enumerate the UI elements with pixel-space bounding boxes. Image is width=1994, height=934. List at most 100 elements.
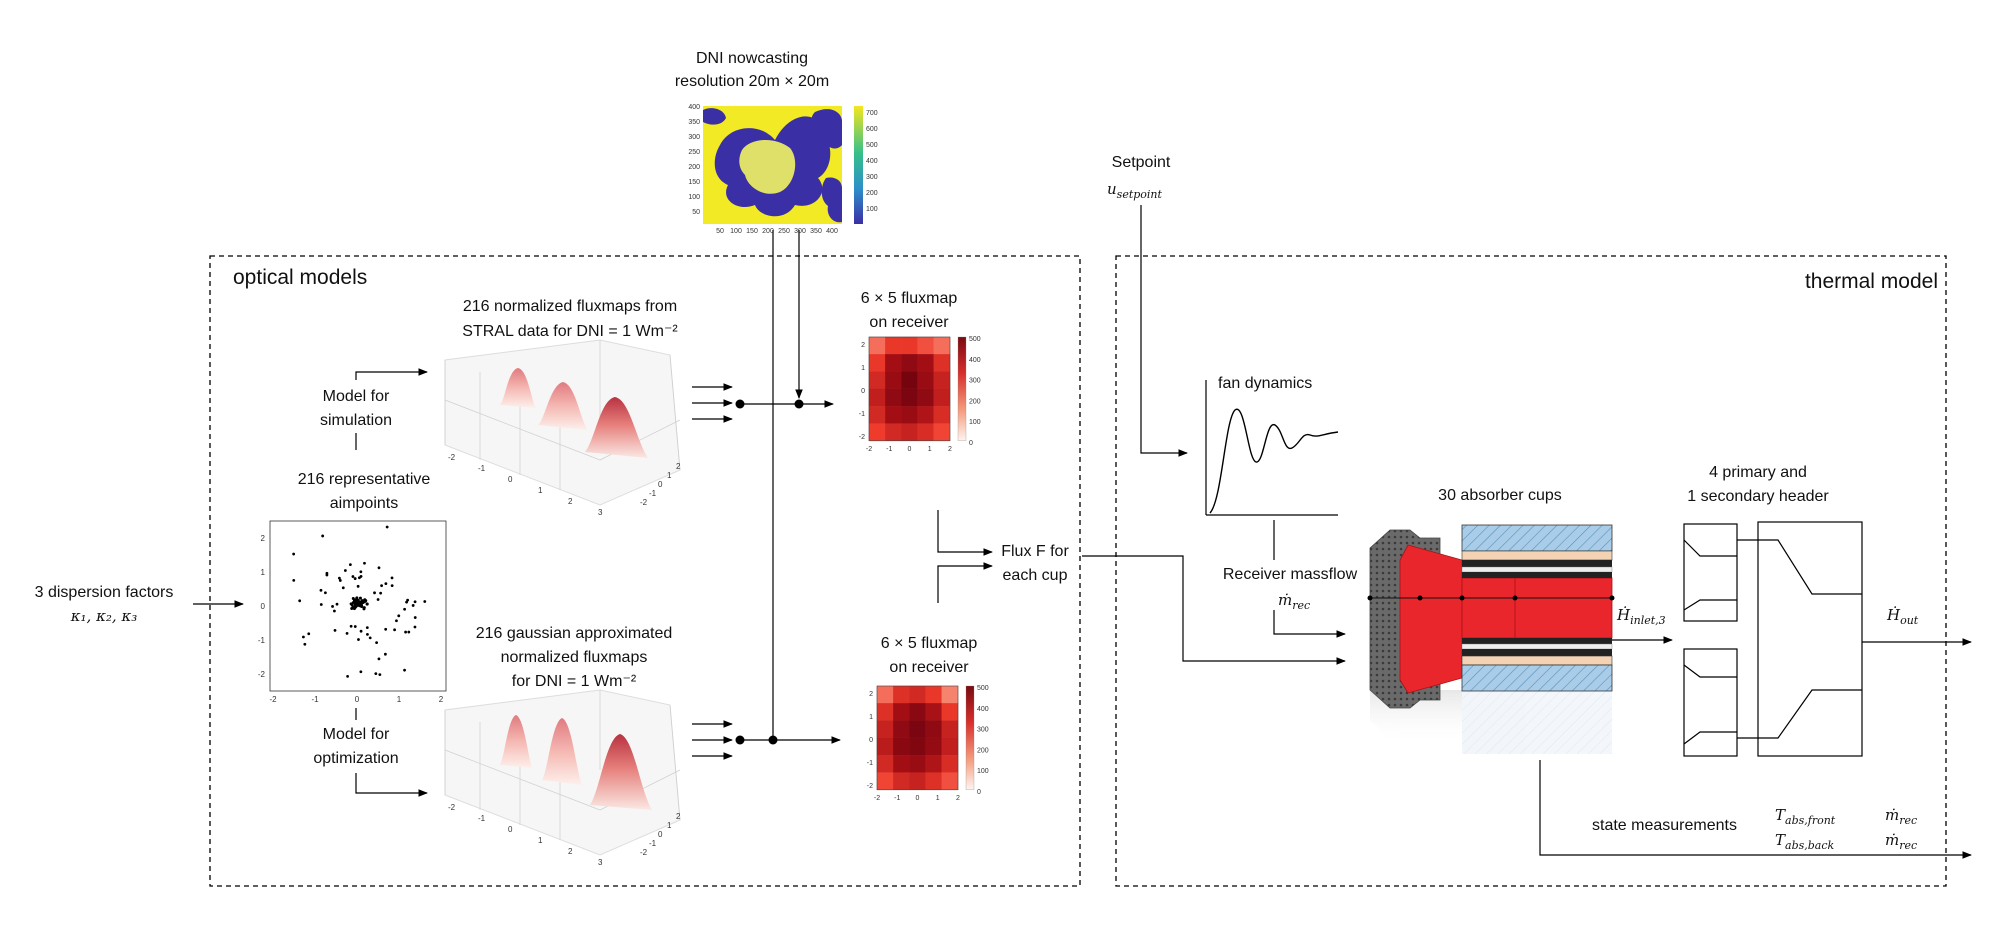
header-drawing bbox=[1683, 521, 1863, 757]
aimpoint bbox=[345, 631, 349, 635]
gauss-x-tick: 1 bbox=[538, 836, 543, 845]
fluxmap-cell bbox=[925, 720, 942, 739]
aimpoint bbox=[333, 609, 336, 613]
aimpoint bbox=[363, 561, 366, 565]
aimpoint bbox=[363, 598, 367, 602]
fluxmap-cbar-tick: 300 bbox=[969, 378, 981, 385]
dni-y-tick: 300 bbox=[688, 134, 700, 141]
fluxmap-y-tick: 2 bbox=[869, 691, 873, 698]
aimpoint bbox=[365, 602, 369, 606]
fluxmap-cell bbox=[925, 737, 942, 756]
aimpoint bbox=[333, 628, 337, 632]
flux-label-line1: Flux F for bbox=[1001, 543, 1069, 560]
scatter-y-tick: 0 bbox=[261, 602, 266, 611]
gauss-side-tick: 2 bbox=[676, 812, 681, 821]
h-out-label: Ḣout bbox=[1886, 606, 1919, 627]
fluxmap-cell bbox=[901, 388, 918, 407]
dni-x-tick: 350 bbox=[810, 228, 822, 235]
aimpoint bbox=[355, 600, 359, 604]
fluxmap-cell bbox=[933, 354, 951, 372]
stral-x-tick: -2 bbox=[448, 453, 456, 462]
fluxmap-cell bbox=[868, 423, 886, 441]
model-sim-line1: Model for bbox=[323, 388, 390, 405]
aimpoint bbox=[337, 576, 341, 580]
sim-arrow bbox=[355, 368, 428, 380]
aimpoint bbox=[385, 525, 389, 529]
dni-y-tick: 250 bbox=[688, 149, 700, 156]
fluxmap-cell bbox=[868, 336, 886, 355]
dni-cbar-tick: 700 bbox=[866, 110, 878, 117]
surface-peak-2 bbox=[538, 382, 588, 430]
stral-side-tick: 1 bbox=[667, 471, 672, 480]
fluxmap-cell bbox=[933, 371, 951, 390]
fluxmap-cell bbox=[917, 354, 934, 372]
fluxmap-cell bbox=[901, 336, 918, 355]
fluxmap-cell bbox=[901, 406, 918, 424]
aimpoint bbox=[373, 591, 376, 595]
dni-y-tick: 150 bbox=[688, 179, 700, 186]
gauss-x-tick: -1 bbox=[478, 814, 486, 823]
aimpoint bbox=[365, 626, 369, 630]
m-rec-1: ṁrec bbox=[1885, 806, 1917, 827]
massflow-line2: ṁrec bbox=[1278, 591, 1310, 612]
dni-x-tick: 200 bbox=[762, 228, 774, 235]
fluxmap-cell bbox=[933, 388, 951, 407]
fluxmap-cbar-tick: 100 bbox=[977, 768, 989, 775]
aimpoint bbox=[335, 602, 339, 606]
dni-colorbar bbox=[854, 106, 863, 224]
aimpoint bbox=[358, 601, 362, 605]
aimpoint bbox=[357, 576, 361, 580]
dni-x-tick: 150 bbox=[746, 228, 758, 235]
aimpoint bbox=[360, 604, 364, 608]
fluxmap-cell bbox=[941, 703, 959, 721]
aimpoint bbox=[346, 674, 349, 678]
fluxmap-x-tick: 2 bbox=[948, 446, 952, 453]
aimpoint bbox=[356, 584, 360, 588]
fluxmap-cell bbox=[933, 406, 951, 424]
stral-x-tick: 0 bbox=[508, 475, 513, 484]
gauss-x-tick: 2 bbox=[568, 847, 573, 856]
fluxmap-x-tick: -1 bbox=[894, 795, 900, 802]
fluxmap-y-tick: -1 bbox=[859, 411, 865, 418]
flux-label-line2: each cup bbox=[1003, 567, 1068, 584]
fluxmap-cell bbox=[901, 371, 918, 390]
scatter-y-tick: 1 bbox=[261, 568, 266, 577]
dni-map: 400 350 300 250 200 150 100 50 50 100 150 200 250 30… bbox=[688, 104, 877, 235]
absorber-cone bbox=[1399, 544, 1463, 694]
fluxmap-cell bbox=[909, 772, 926, 790]
surface-peak-1 bbox=[500, 368, 536, 408]
fluxmap-cell bbox=[885, 406, 902, 424]
aimpoint bbox=[376, 598, 380, 601]
fluxmap-y-tick: 1 bbox=[869, 714, 873, 721]
stral-side-tick: -1 bbox=[649, 489, 657, 498]
fluxmap-x-tick: 1 bbox=[928, 446, 932, 453]
fluxmap-cell bbox=[868, 354, 886, 372]
fluxmap-cell bbox=[893, 772, 910, 790]
aimpoint bbox=[379, 591, 383, 595]
absorber-channel bbox=[1461, 577, 1613, 639]
aimpoint bbox=[354, 604, 358, 608]
fluxmap-cbar-tick: 500 bbox=[969, 336, 981, 343]
fluxmap-cell bbox=[941, 772, 959, 790]
fluxmap-top: -2 -1 0 1 2 2 1 0 -1 -2 500 400 300 200 100 0 bbox=[859, 336, 981, 453]
fluxmap-cell bbox=[876, 772, 894, 790]
fluxmap-cell bbox=[917, 336, 934, 355]
aimpoint bbox=[403, 607, 406, 611]
gauss-title-line2: normalized fluxmaps bbox=[501, 649, 648, 666]
fluxmap-cell bbox=[925, 755, 942, 773]
absorber-black-bottom bbox=[1462, 649, 1612, 656]
dispersion-line1: 3 dispersion factors bbox=[35, 584, 174, 601]
fluxmap-cell bbox=[893, 720, 910, 739]
fluxmap-cbar-tick: 400 bbox=[977, 706, 989, 713]
stral-side-tick: 2 bbox=[676, 462, 681, 471]
fluxmap-frame bbox=[868, 336, 951, 442]
aimpoint bbox=[375, 641, 378, 644]
aimpoint bbox=[321, 534, 325, 538]
aimpoint bbox=[407, 630, 411, 634]
thermal-model-title: thermal model bbox=[1805, 270, 1938, 293]
dni-cbar-tick: 300 bbox=[866, 174, 878, 181]
fluxmap-cell bbox=[909, 755, 926, 773]
fluxmap-cell bbox=[941, 685, 959, 704]
stral-x-tick: -1 bbox=[478, 464, 486, 473]
